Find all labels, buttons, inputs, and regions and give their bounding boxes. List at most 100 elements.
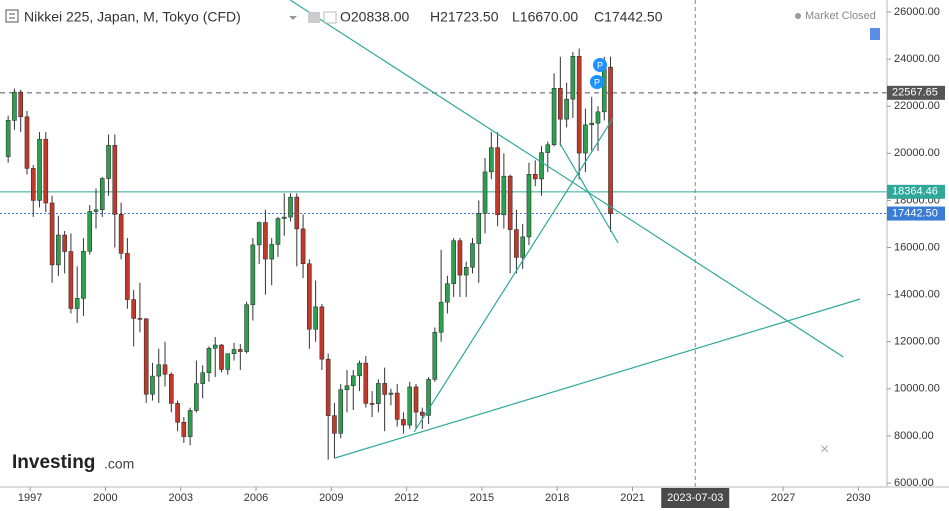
candle-body bbox=[5, 120, 11, 157]
candle-body bbox=[74, 298, 80, 309]
candle-body bbox=[313, 306, 318, 330]
candle-body bbox=[564, 98, 569, 120]
x-tick-label: 1997 bbox=[18, 492, 42, 504]
candle-body bbox=[288, 196, 293, 218]
close: C17442.50 bbox=[594, 9, 663, 25]
trend-line bbox=[289, 0, 844, 358]
x-tick-label: 2018 bbox=[545, 492, 569, 504]
x-tick-label: 2000 bbox=[93, 492, 117, 504]
candle-body bbox=[350, 375, 356, 386]
candle-body bbox=[68, 251, 74, 309]
candle-body bbox=[570, 56, 576, 100]
candle-body bbox=[463, 267, 469, 276]
y-tick-label: 10000.00 bbox=[894, 383, 940, 395]
price-label-bg bbox=[887, 85, 945, 100]
x-tick-label: 2021 bbox=[620, 492, 644, 504]
candle-body bbox=[244, 304, 249, 352]
candle-body bbox=[489, 147, 494, 173]
price-label: 22567.65 bbox=[892, 87, 938, 99]
y-tick-label: 22000.00 bbox=[894, 100, 940, 112]
candle-body bbox=[206, 348, 212, 374]
candle-body bbox=[37, 138, 42, 201]
low: L16670.00 bbox=[512, 9, 578, 25]
candle-body bbox=[476, 213, 482, 244]
event-label: P bbox=[597, 60, 603, 70]
candle-body bbox=[24, 116, 30, 169]
crosshair-label: 2023-07-03 bbox=[667, 492, 723, 504]
candle-body bbox=[263, 222, 268, 260]
candle-body bbox=[583, 124, 588, 154]
candle-body bbox=[325, 358, 331, 416]
candle-body bbox=[56, 234, 61, 266]
y-tick-label: 8000.00 bbox=[894, 430, 934, 442]
candle-body bbox=[457, 240, 463, 276]
y-tick-label: 14000.00 bbox=[894, 289, 940, 301]
candle-body bbox=[369, 403, 375, 405]
candle-body bbox=[225, 353, 231, 370]
candle-body bbox=[482, 171, 488, 214]
trend-line bbox=[559, 142, 619, 244]
event-label: P bbox=[594, 77, 600, 87]
candle-body bbox=[495, 147, 500, 216]
plot-area bbox=[0, 0, 887, 487]
open: O20838.00 bbox=[340, 9, 409, 25]
candle-body bbox=[507, 175, 513, 230]
logo-suffix: .com bbox=[104, 456, 134, 472]
candle-body bbox=[338, 389, 344, 434]
dropdown[interactable] bbox=[289, 16, 297, 20]
trend-line bbox=[413, 117, 614, 433]
candle-body bbox=[401, 419, 406, 426]
settings-icon[interactable] bbox=[323, 11, 337, 24]
candle-body bbox=[382, 383, 387, 395]
candle-body bbox=[601, 66, 607, 113]
candle-body bbox=[93, 209, 99, 212]
symbol: Nikkei 225, Japan, M, Tokyo (CFD) bbox=[24, 9, 241, 25]
candle-body bbox=[363, 362, 369, 404]
candle-body bbox=[181, 421, 187, 437]
candle-body bbox=[294, 196, 300, 230]
candle-body bbox=[269, 244, 274, 260]
menu-icon[interactable] bbox=[5, 9, 19, 23]
candle-body bbox=[118, 214, 124, 254]
candle-body bbox=[526, 174, 532, 238]
candle-body bbox=[445, 283, 450, 303]
candle-body bbox=[62, 234, 67, 252]
x-tick-label: 2030 bbox=[846, 492, 870, 504]
candle-body bbox=[514, 229, 519, 258]
candle-body bbox=[595, 111, 601, 124]
candle-body bbox=[520, 236, 525, 258]
x-tick-label: 2027 bbox=[771, 492, 795, 504]
candle-body bbox=[137, 318, 143, 320]
candle-body bbox=[143, 318, 149, 395]
candle-body bbox=[539, 152, 544, 180]
candle-body bbox=[589, 122, 594, 126]
candle-body bbox=[43, 138, 49, 204]
candle-body bbox=[231, 349, 237, 354]
price-label: 18364.46 bbox=[892, 186, 938, 198]
candle-body bbox=[407, 386, 413, 426]
camera-icon[interactable] bbox=[308, 12, 320, 23]
candle-body bbox=[413, 386, 419, 413]
y-tick-label: 12000.00 bbox=[894, 336, 940, 348]
status-dot bbox=[795, 13, 801, 19]
event-marker bbox=[590, 75, 604, 89]
candle-body bbox=[162, 364, 168, 375]
candle-body bbox=[394, 392, 400, 420]
candle-body bbox=[376, 383, 381, 404]
candle-body bbox=[307, 263, 312, 330]
price-label: 17442.50 bbox=[892, 207, 938, 219]
candle-body bbox=[608, 66, 613, 214]
y-tick-label: 16000.00 bbox=[894, 241, 940, 253]
candle-body bbox=[438, 301, 444, 333]
candle-body bbox=[470, 243, 475, 268]
candle-body bbox=[30, 168, 36, 201]
high: H21723.50 bbox=[430, 9, 499, 25]
candle-body bbox=[281, 216, 287, 219]
x-tick-label: 2006 bbox=[244, 492, 268, 504]
y-tick-label: 20000.00 bbox=[894, 147, 940, 159]
close-icon[interactable]: × bbox=[820, 441, 829, 458]
scroll-button[interactable] bbox=[870, 28, 880, 40]
x-tick-label: 2009 bbox=[319, 492, 343, 504]
